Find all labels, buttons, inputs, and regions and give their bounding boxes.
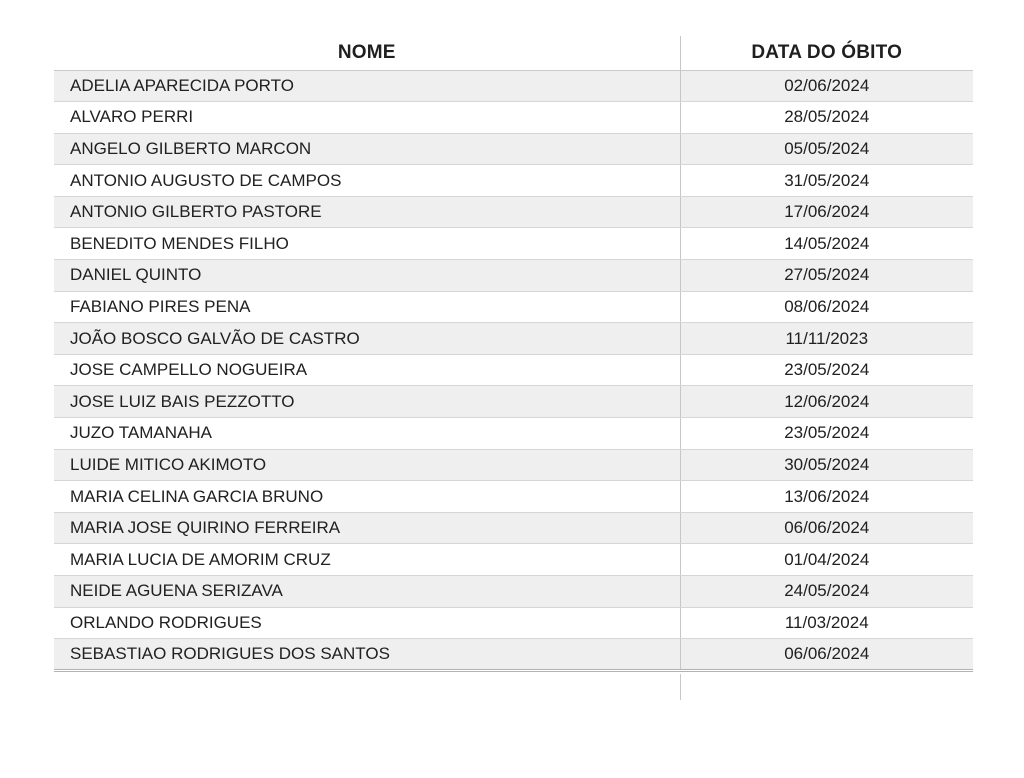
cell-name: ANTONIO AUGUSTO DE CAMPOS (54, 164, 681, 197)
cell-date: 06/06/2024 (680, 638, 973, 672)
table-body: ADELIA APARECIDA PORTO 02/06/2024 ALVARO… (54, 70, 973, 672)
cell-name: DANIEL QUINTO (54, 259, 681, 292)
cell-date: 02/06/2024 (680, 70, 973, 103)
cell-date: 08/06/2024 (680, 291, 973, 324)
table-header: NOME DATA DO ÓBITO (54, 36, 973, 71)
cell-name: JOSE CAMPELLO NOGUEIRA (54, 354, 681, 387)
cell-name: ADELIA APARECIDA PORTO (54, 70, 681, 103)
table-row: SEBASTIAO RODRIGUES DOS SANTOS 06/06/202… (54, 638, 973, 672)
cell-date: 01/04/2024 (680, 543, 973, 576)
cell-name: ANGELO GILBERTO MARCON (54, 133, 681, 166)
table-row: LUIDE MITICO AKIMOTO 30/05/2024 (54, 449, 973, 482)
cell-name: FABIANO PIRES PENA (54, 291, 681, 324)
column-header-nome: NOME (54, 36, 681, 71)
obituary-table-container: NOME DATA DO ÓBITO ADELIA APARECIDA PORT… (54, 36, 973, 700)
cell-name: JUZO TAMANAHA (54, 417, 681, 450)
table-row: MARIA CELINA GARCIA BRUNO 13/06/2024 (54, 480, 973, 513)
header-row: NOME DATA DO ÓBITO (54, 36, 973, 71)
cell-name: MARIA CELINA GARCIA BRUNO (54, 480, 681, 513)
table-row: MARIA LUCIA DE AMORIM CRUZ 01/04/2024 (54, 543, 973, 576)
cell-date: 13/06/2024 (680, 480, 973, 513)
cell-date: 12/06/2024 (680, 385, 973, 419)
cell-name: NEIDE AGUENA SERIZAVA (54, 575, 681, 608)
cell-name: SEBASTIAO RODRIGUES DOS SANTOS (54, 638, 681, 672)
table-row: ANTONIO GILBERTO PASTORE 17/06/2024 (54, 196, 973, 229)
cell-date: 28/05/2024 (680, 101, 973, 134)
cell-name: BENEDITO MENDES FILHO (54, 227, 681, 261)
table-row: JOSE CAMPELLO NOGUEIRA 23/05/2024 (54, 354, 973, 387)
cell-date: 23/05/2024 (680, 417, 973, 450)
table-row: NEIDE AGUENA SERIZAVA 24/05/2024 (54, 575, 973, 608)
cell-date: 05/05/2024 (680, 133, 973, 166)
cell-name: JOÃO BOSCO GALVÃO DE CASTRO (54, 322, 681, 355)
cell-name: JOSE LUIZ BAIS PEZZOTTO (54, 385, 681, 419)
cell-date: 24/05/2024 (680, 575, 973, 608)
table-row: ANGELO GILBERTO MARCON 05/05/2024 (54, 133, 973, 166)
table-row: MARIA JOSE QUIRINO FERREIRA 06/06/2024 (54, 512, 973, 545)
cell-date: 27/05/2024 (680, 259, 973, 292)
cell-name: MARIA JOSE QUIRINO FERREIRA (54, 512, 681, 545)
column-divider-stub (680, 673, 681, 700)
column-header-data-do-obito: DATA DO ÓBITO (680, 36, 973, 71)
cell-name: ALVARO PERRI (54, 101, 681, 134)
table-row: FABIANO PIRES PENA 08/06/2024 (54, 291, 973, 324)
table-row: ORLANDO RODRIGUES 11/03/2024 (54, 607, 973, 640)
table-row: JOÃO BOSCO GALVÃO DE CASTRO 11/11/2023 (54, 322, 973, 355)
cell-date: 11/11/2023 (680, 322, 973, 355)
cell-name: MARIA LUCIA DE AMORIM CRUZ (54, 543, 681, 576)
cell-date: 14/05/2024 (680, 227, 973, 261)
table-row: JUZO TAMANAHA 23/05/2024 (54, 417, 973, 450)
table-row: ADELIA APARECIDA PORTO 02/06/2024 (54, 70, 973, 103)
cell-date: 17/06/2024 (680, 196, 973, 229)
cell-name: LUIDE MITICO AKIMOTO (54, 449, 681, 482)
cell-date: 30/05/2024 (680, 449, 973, 482)
cell-name: ANTONIO GILBERTO PASTORE (54, 196, 681, 229)
obituary-table: NOME DATA DO ÓBITO ADELIA APARECIDA PORT… (54, 36, 973, 672)
table-row: ANTONIO AUGUSTO DE CAMPOS 31/05/2024 (54, 164, 973, 197)
table-row: JOSE LUIZ BAIS PEZZOTTO 12/06/2024 (54, 385, 973, 419)
table-row: ALVARO PERRI 28/05/2024 (54, 101, 973, 134)
cell-date: 31/05/2024 (680, 164, 973, 197)
cell-date: 11/03/2024 (680, 607, 973, 640)
cell-date: 06/06/2024 (680, 512, 973, 545)
cell-name: ORLANDO RODRIGUES (54, 607, 681, 640)
table-row: DANIEL QUINTO 27/05/2024 (54, 259, 973, 292)
table-row: BENEDITO MENDES FILHO 14/05/2024 (54, 227, 973, 261)
cell-date: 23/05/2024 (680, 354, 973, 387)
